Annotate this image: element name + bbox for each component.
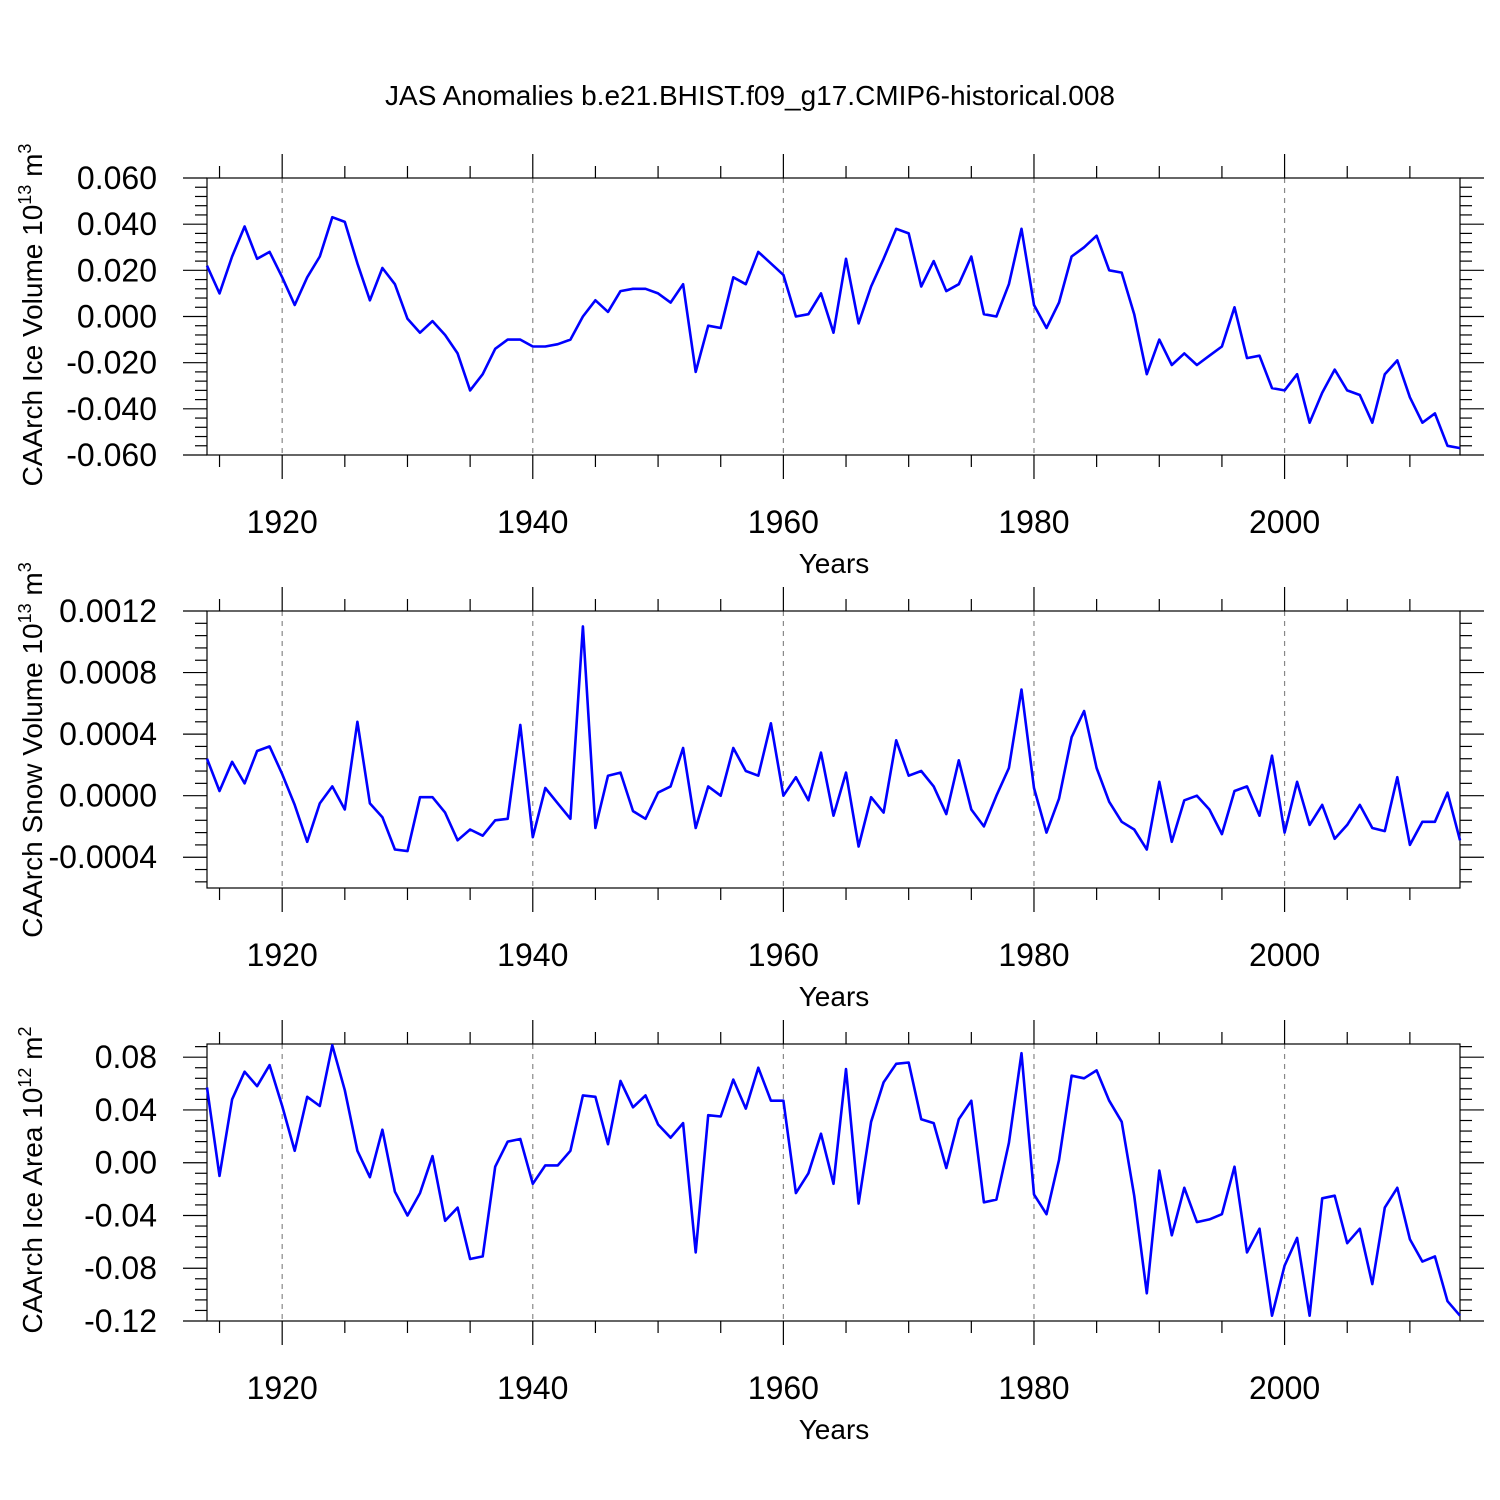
x-tick-label: 1980: [998, 1370, 1069, 1406]
y-tick-label: -0.0004: [48, 839, 157, 875]
chart-panel-3: 1920 1940 1960 1980 2000 -0.12 -0.08 -0.04 0.00 0…: [15, 1020, 1484, 1445]
x-tick-label: 1960: [748, 504, 819, 540]
y-axis-label-ylabel: CAArch Snow Volume 10: [17, 623, 48, 937]
chart-panel-1: 1920 1940 1960 1980 2000 -0.060 -0.040 -0.020 0.…: [15, 144, 1484, 579]
y-tick-label: -0.040: [66, 391, 157, 427]
x-tick-label: 1920: [247, 937, 318, 973]
y-tick-label: 0.0012: [59, 593, 157, 629]
y-axis-label-ylabel-exp: 12: [15, 1068, 35, 1088]
y-tick-label: 0.040: [77, 206, 157, 242]
y-tick-label: 0.0000: [59, 778, 157, 814]
data-series-line: [205, 215, 1461, 450]
y-axis-label-ylabel: CAArch Ice Volume 10: [17, 205, 48, 487]
y-tick-label: 0.000: [77, 299, 157, 335]
y-axis-label-ylabel-unit-exp: 2: [15, 1026, 35, 1036]
y-tick-label: -0.060: [66, 437, 157, 473]
data-series-line: [205, 1044, 1461, 1317]
y-tick-label: 0.04: [95, 1092, 157, 1128]
y-tick-label: -0.04: [84, 1197, 157, 1233]
plot-frame: [206, 610, 1461, 889]
y-axis-label: CAArch Snow Volume 1013 m3: [15, 562, 48, 938]
y-tick-label: 0.0004: [59, 716, 157, 752]
x-tick-label: 1920: [247, 1370, 318, 1406]
x-tick-label: 2000: [1249, 504, 1320, 540]
x-tick-label: 1960: [748, 937, 819, 973]
y-axis-label: CAArch Ice Area 1012 m2: [15, 1026, 48, 1333]
y-tick-label: 0.020: [77, 252, 157, 288]
chart-panel-2: 1920 1940 1960 1980 2000 -0.0004 0.0000 0.0004 0…: [15, 562, 1484, 1012]
x-axis-label: Years: [799, 981, 870, 1012]
x-tick-label: 2000: [1249, 937, 1320, 973]
y-tick-label: -0.020: [66, 345, 157, 381]
x-axis-label: Years: [799, 548, 870, 579]
y-axis-label-ylabel-unit: m: [17, 154, 48, 185]
y-axis-label-ylabel-unit-exp: 3: [15, 144, 35, 154]
y-tick-label: 0.00: [95, 1145, 157, 1181]
panels: 1920 1940 1960 1980 2000 -0.060 -0.040 -0.020 0.…: [15, 144, 1484, 1445]
y-tick-label: 0.0008: [59, 655, 157, 691]
data-series-line: [205, 625, 1462, 853]
x-tick-label: 1940: [497, 937, 568, 973]
y-tick-label: 0.060: [77, 160, 157, 196]
plot-frame: [206, 1043, 1461, 1322]
x-tick-label: 1940: [497, 1370, 568, 1406]
y-axis-label-ylabel-unit: m: [17, 572, 48, 603]
x-tick-label: 1960: [748, 1370, 819, 1406]
y-tick-label: -0.08: [84, 1250, 157, 1286]
x-tick-label: 1980: [998, 504, 1069, 540]
y-tick-label: 0.08: [95, 1039, 157, 1075]
plot-frame: [206, 177, 1461, 456]
x-axis-label: Years: [799, 1414, 870, 1445]
y-axis-label-ylabel-unit: m: [17, 1036, 48, 1067]
y-axis-label-ylabel: CAArch Ice Area 10: [17, 1088, 48, 1334]
y-tick-label: -0.12: [84, 1303, 157, 1339]
y-axis-label-ylabel-unit-exp: 3: [15, 562, 35, 572]
x-tick-label: 1920: [247, 504, 318, 540]
y-axis-label-ylabel-exp: 13: [15, 603, 35, 623]
x-tick-label: 2000: [1249, 1370, 1320, 1406]
x-tick-label: 1980: [998, 937, 1069, 973]
x-tick-label: 1940: [497, 504, 568, 540]
figure-title: JAS Anomalies b.e21.BHIST.f09_g17.CMIP6-…: [385, 80, 1115, 111]
y-axis-label-ylabel-exp: 13: [15, 185, 35, 205]
y-axis-label: CAArch Ice Volume 1013 m3: [15, 144, 48, 487]
